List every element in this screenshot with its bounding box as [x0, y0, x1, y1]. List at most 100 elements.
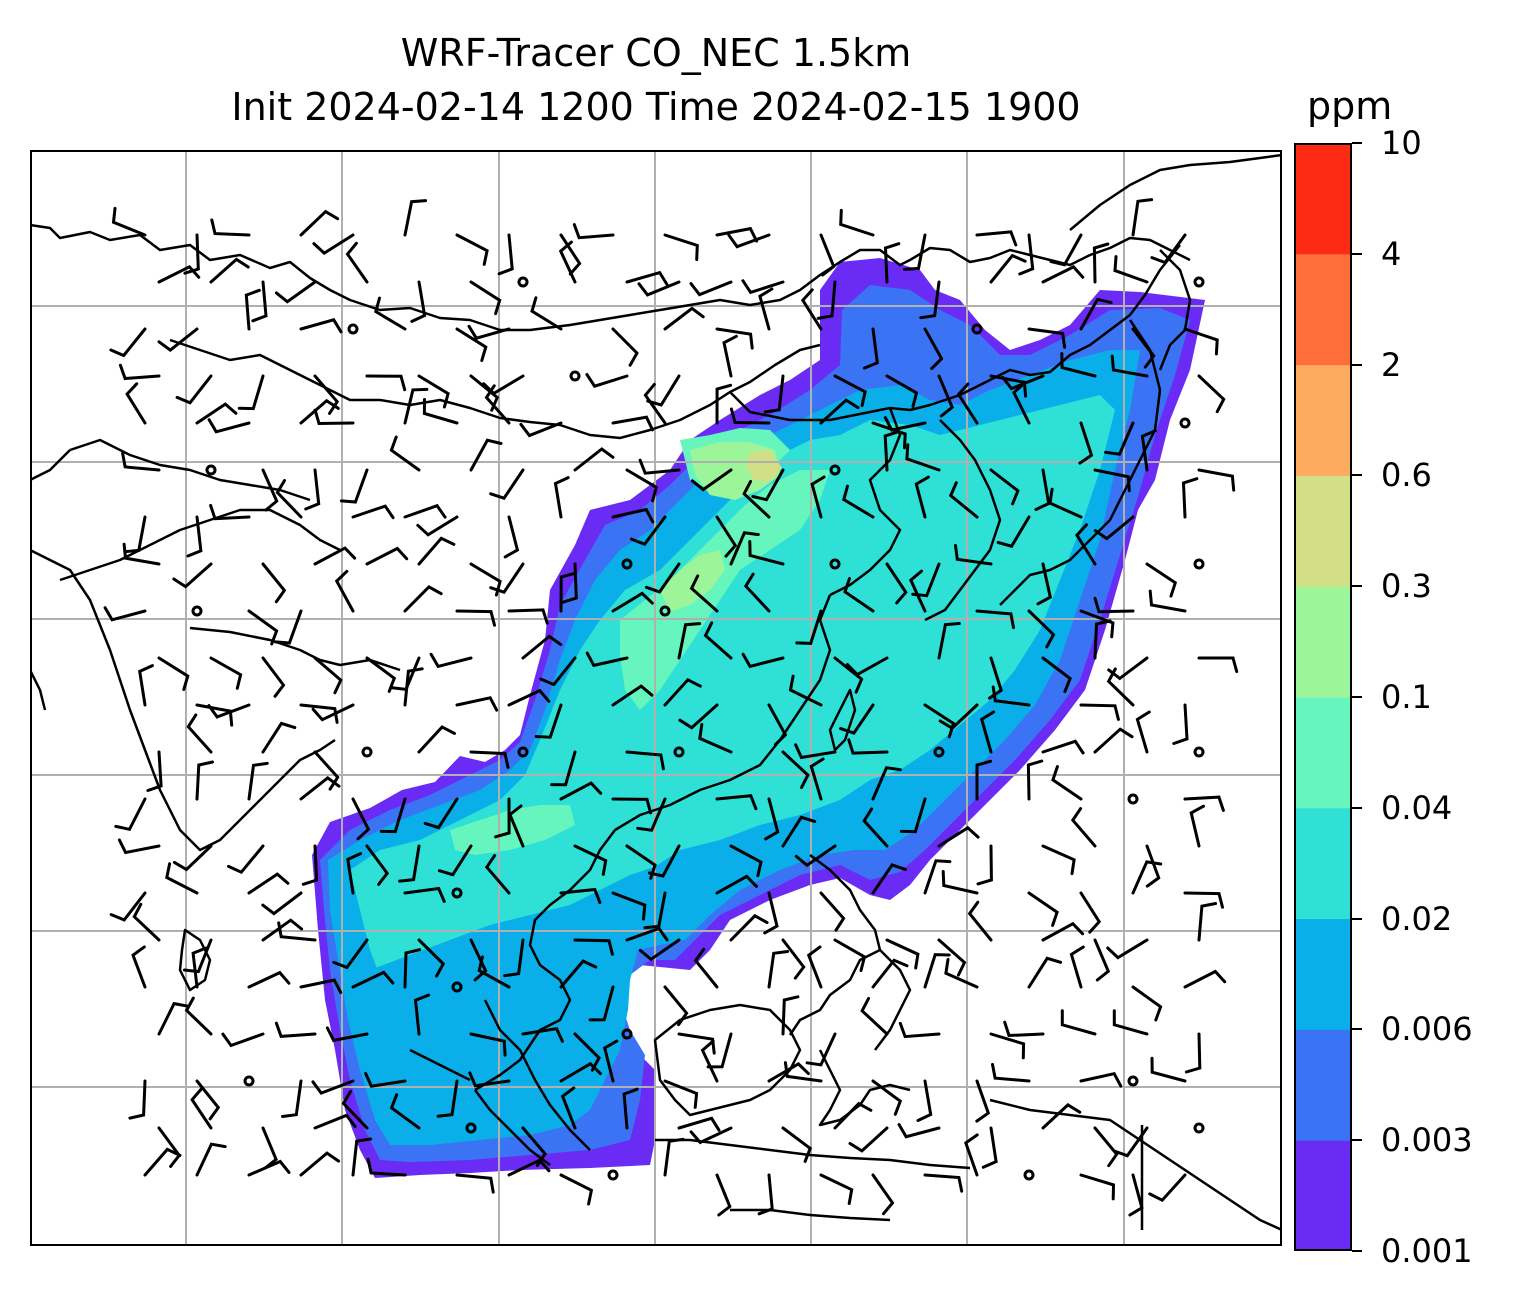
wind-barb: [1131, 985, 1163, 1022]
wind-barb: [299, 318, 343, 334]
wind-barb: [1128, 1173, 1144, 1217]
calm-marker: [933, 746, 945, 758]
wind-barb: [862, 807, 889, 848]
wind-barb: [842, 484, 875, 519]
wind-barb: [871, 958, 909, 989]
wind-barb: [903, 233, 927, 271]
wind-barb: [122, 542, 161, 566]
calm-wind-markers: [191, 276, 1205, 1181]
colorbar-block: [1294, 253, 1352, 366]
wind-barb: [781, 938, 806, 980]
wind-barb: [172, 844, 213, 872]
wind-barb: [795, 609, 823, 645]
wind-barb: [937, 938, 967, 977]
wind-barb: [585, 651, 629, 668]
calm-marker: [1193, 276, 1205, 288]
wind-barb: [690, 468, 733, 492]
wind-barb: [1106, 938, 1149, 960]
wind-barb: [625, 750, 665, 771]
wind-barb: [763, 891, 779, 935]
wind-barb: [209, 656, 243, 690]
wind-barb: [1183, 795, 1225, 812]
wind-barb: [125, 382, 147, 425]
wind-barb: [819, 398, 860, 425]
wind-barb: [311, 703, 355, 722]
wind-barb: [175, 374, 213, 405]
calm-marker: [347, 323, 359, 335]
wind-barb: [741, 652, 785, 669]
wind-barb: [847, 738, 889, 755]
wind-barb: [455, 1173, 495, 1194]
map-subtitle: Init 2024-02-14 1200 Time 2024-02-15 190…: [231, 85, 1081, 129]
wind-barb: [758, 287, 774, 331]
wind-barb: [703, 621, 733, 660]
wind-barb: [351, 797, 371, 841]
colorbar-tick-label: 10: [1381, 124, 1422, 162]
wind-barb: [274, 280, 317, 304]
wind-barb: [638, 458, 681, 475]
wind-barb: [468, 1071, 511, 1088]
wind-barb: [783, 1061, 823, 1083]
colorbar-tick-label: 0.3: [1381, 567, 1432, 606]
wind-barb: [1145, 844, 1161, 888]
calm-marker: [517, 746, 529, 758]
wind-barb: [816, 280, 837, 320]
wind-barb: [274, 1021, 317, 1038]
wind-barb: [364, 1071, 407, 1088]
wind-barb: [1079, 609, 1115, 639]
field-level-01-b: [660, 550, 725, 612]
wind-barb: [221, 1032, 265, 1048]
wind-barb: [781, 995, 800, 1036]
colorbar-tick: [1352, 696, 1362, 698]
wind-barb: [437, 844, 473, 877]
wind-barb: [417, 374, 450, 409]
wind-barb: [301, 844, 319, 886]
wind-barb: [313, 546, 357, 566]
wind-barb: [365, 546, 409, 566]
wind-barb: [507, 688, 551, 707]
wind-barb: [261, 468, 279, 512]
wind-barb: [1027, 891, 1059, 927]
wind-barb: [413, 993, 431, 1036]
colorbar-block: [1294, 697, 1352, 809]
wind-barb: [109, 327, 147, 358]
wind-barb: [123, 515, 147, 554]
wind-barb: [976, 844, 993, 886]
wind-barb: [559, 959, 598, 989]
wind-barb: [871, 863, 907, 895]
wind-barb: [403, 199, 428, 237]
wind-barb: [165, 862, 199, 895]
wind-barb: [743, 572, 771, 613]
wind-barb: [1041, 1103, 1082, 1130]
wind-barb: [1131, 198, 1154, 237]
wind-barb: [1104, 421, 1135, 456]
wind-barb: [195, 1079, 221, 1121]
wind-barb: [622, 1087, 639, 1130]
wind-barb: [1093, 727, 1134, 754]
wind-barb: [767, 703, 788, 747]
wind-barb: [643, 382, 667, 425]
wind-barb: [366, 1157, 407, 1177]
wind-barb: [274, 609, 303, 645]
calm-marker: [517, 276, 529, 288]
field-level-002: [350, 395, 1115, 990]
wind-barb: [507, 608, 549, 625]
wind-barb: [1172, 703, 1189, 745]
wind-barb: [611, 591, 654, 613]
wind-barb: [1036, 562, 1053, 606]
calm-marker: [191, 605, 203, 617]
colorbar: [1294, 143, 1352, 1251]
wind-barb: [625, 926, 669, 942]
field-level-004: [620, 470, 830, 710]
wind-barb: [521, 1026, 564, 1043]
wind-barb: [299, 703, 339, 724]
wind-barb: [403, 387, 429, 425]
wind-barb: [819, 891, 846, 932]
wind-barb: [489, 562, 525, 594]
wind-barb: [247, 872, 290, 895]
wind-barb: [677, 1116, 721, 1132]
colorbar-unit-label: ppm: [1307, 84, 1393, 128]
calm-marker: [1023, 1169, 1035, 1181]
wind-barb: [788, 674, 823, 707]
wind-barb: [389, 435, 421, 472]
